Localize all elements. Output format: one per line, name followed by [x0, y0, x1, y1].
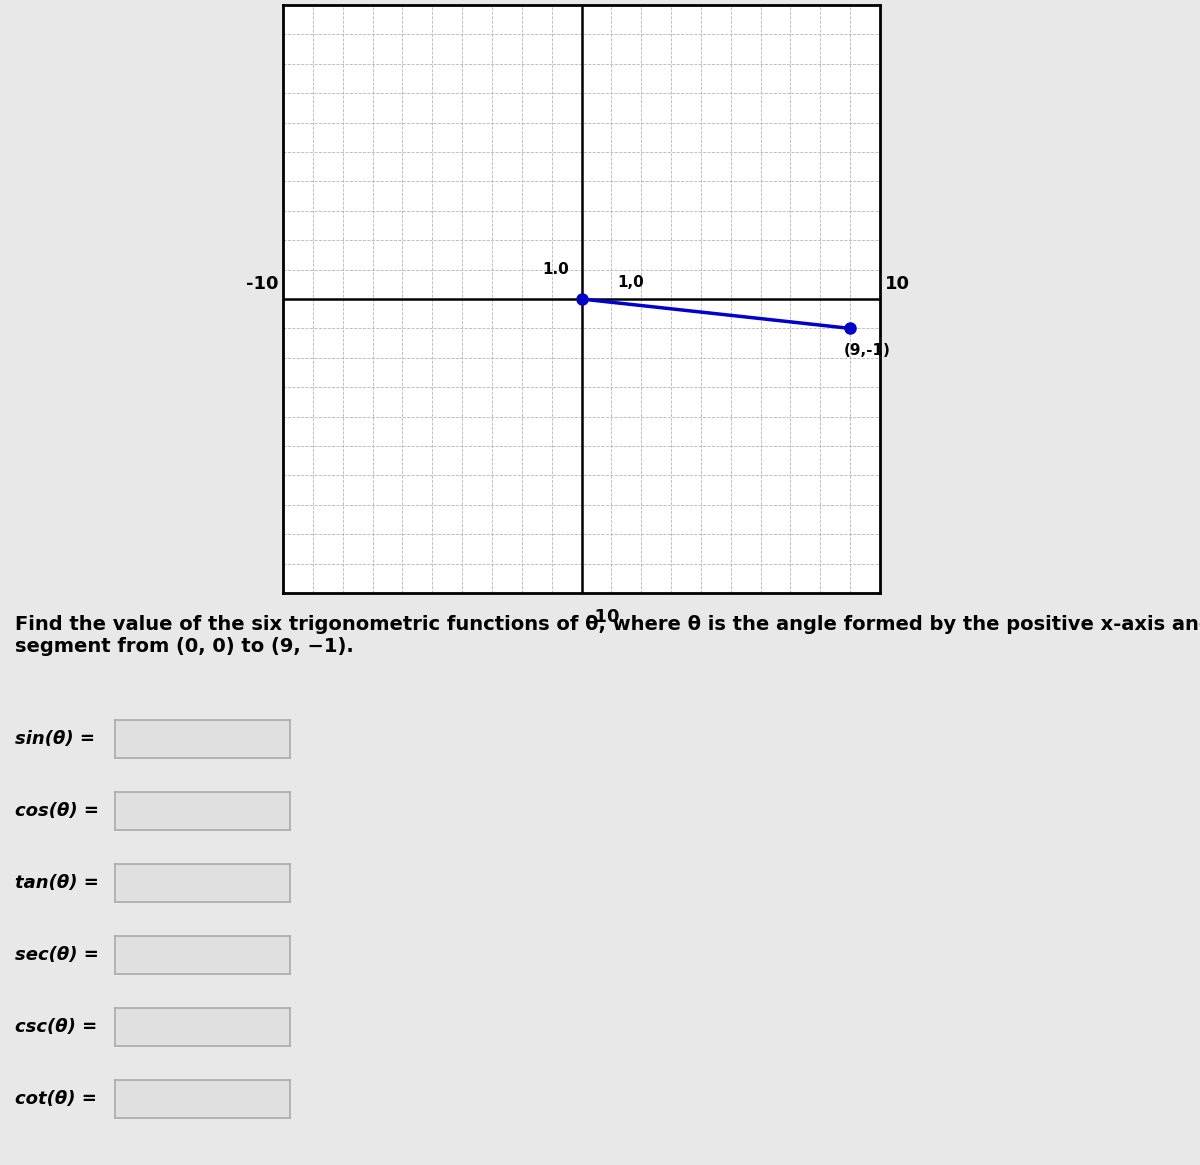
Text: -10: -10 [588, 608, 620, 626]
Text: -10: -10 [246, 275, 278, 294]
Text: sin(θ) =: sin(θ) = [14, 730, 95, 748]
Text: 1.0: 1.0 [542, 262, 570, 277]
Text: (9,-1): (9,-1) [844, 344, 892, 358]
Text: tan(θ) =: tan(θ) = [14, 874, 98, 892]
Text: Find the value of the six trigonometric functions of θ, where θ is the angle for: Find the value of the six trigonometric … [14, 615, 1200, 656]
Text: csc(θ) =: csc(θ) = [14, 1018, 97, 1036]
Text: 10: 10 [884, 275, 910, 294]
Text: 1,0: 1,0 [617, 275, 644, 290]
Text: cos(θ) =: cos(θ) = [14, 802, 98, 820]
Text: sec(θ) =: sec(θ) = [14, 946, 98, 963]
Text: cot(θ) =: cot(θ) = [14, 1090, 97, 1108]
